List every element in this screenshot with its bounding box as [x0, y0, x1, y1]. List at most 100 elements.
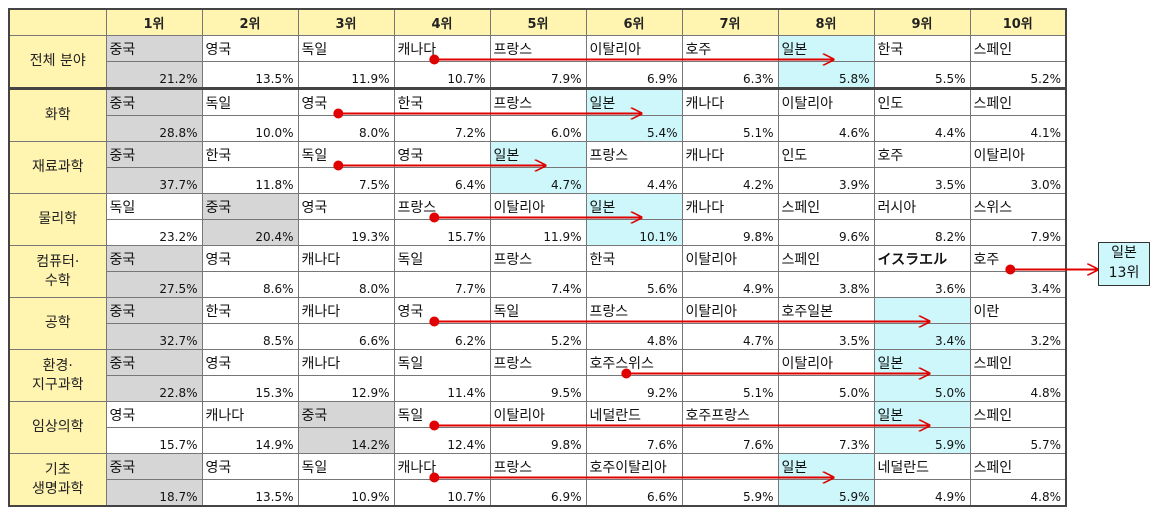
country-cell: 일본	[873, 349, 971, 376]
country-cell: 네덜란드	[585, 401, 683, 428]
country-row: 전체 분야 중국 영국 독일 캐나다 프랑스 이탈리아 호주 일본 한국 스페인	[8, 35, 1067, 89]
country-cell	[681, 453, 779, 480]
value-row: 21.2% 13.5% 11.9% 10.7% 7.9% 6.9% 6.3% 5.8% 5.5%…	[9, 61, 1067, 89]
country-cell: 프랑스	[489, 245, 587, 272]
value-cell: 4.2%	[681, 167, 779, 194]
country-cell: 프랑스	[489, 453, 587, 480]
value-cell: 13.5%	[201, 61, 299, 89]
country-cell: 스페인	[777, 193, 875, 220]
value-cell: 9.8%	[681, 219, 779, 246]
value-cell: 7.5%	[297, 167, 395, 194]
country-cell: 캐나다	[297, 245, 395, 272]
value-cell: 22.8%	[105, 375, 203, 402]
value-cell: 9.6%	[777, 219, 875, 246]
value-cell: 7.4%	[489, 271, 587, 298]
country-cell: 이탈리아	[585, 35, 683, 62]
country-cell: 호주	[969, 245, 1067, 272]
value-cell: 13.5%	[201, 479, 299, 507]
country-cell: 스위스	[969, 193, 1067, 220]
country-cell: 독일	[297, 141, 395, 168]
rank-header-9: 9위	[873, 8, 971, 36]
value-cell: 14.2%	[297, 427, 395, 454]
value-cell: 27.5%	[105, 271, 203, 298]
value-cell: 10.9%	[297, 479, 395, 507]
value-cell: 23.2%	[105, 219, 203, 246]
country-cell: 프랑스	[393, 193, 491, 220]
country-cell: 중국	[105, 245, 203, 272]
value-cell: 10.7%	[393, 479, 491, 507]
country-cell: 중국	[105, 141, 203, 168]
country-cell: 호주	[681, 35, 779, 62]
country-cell: 캐나다	[201, 401, 299, 428]
country-cell: 영국	[201, 349, 299, 376]
country-cell: 중국	[105, 297, 203, 324]
value-cell: 32.7%	[105, 323, 203, 350]
value-cell: 5.9%	[777, 479, 875, 507]
country-cell: 중국	[105, 453, 203, 480]
value-cell: 4.6%	[777, 115, 875, 142]
country-cell: 호주프랑스	[681, 401, 779, 428]
value-cell: 10.0%	[201, 115, 299, 142]
country-cell: 중국	[105, 87, 203, 116]
value-cell: 18.7%	[105, 479, 203, 507]
country-cell: 중국	[201, 193, 299, 220]
value-cell: 37.7%	[105, 167, 203, 194]
value-cell: 4.7%	[489, 167, 587, 194]
country-cell: 일본	[777, 453, 875, 480]
value-cell: 3.5%	[777, 323, 875, 350]
country-cell: 영국	[201, 245, 299, 272]
country-cell: 이탈리아	[681, 245, 779, 272]
value-cell: 4.9%	[873, 479, 971, 507]
value-cell: 5.7%	[969, 427, 1067, 454]
value-cell: 5.2%	[969, 61, 1067, 89]
value-cell: 3.8%	[777, 271, 875, 298]
value-cell: 7.9%	[489, 61, 587, 89]
country-cell: 호주일본	[777, 297, 875, 324]
value-cell: 3.0%	[969, 167, 1067, 194]
note-rank: 13위	[1108, 265, 1140, 281]
value-cell: 4.8%	[585, 323, 683, 350]
value-cell: 5.2%	[489, 323, 587, 350]
country-cell: 스페인	[777, 245, 875, 272]
rank-header-10: 10위	[969, 8, 1067, 36]
value-cell: 20.4%	[201, 219, 299, 246]
value-cell: 5.9%	[873, 427, 971, 454]
value-cell: 21.2%	[105, 61, 203, 89]
country-cell: 이탈리아	[969, 141, 1067, 168]
value-row: 22.8% 15.3% 12.9% 11.4% 9.5% 9.2% 5.1% 5.0% 5.0%…	[9, 375, 1067, 402]
country-cell: 이탈리아	[777, 349, 875, 376]
country-cell: 중국	[105, 35, 203, 62]
country-cell: 일본	[873, 401, 971, 428]
value-cell: 7.6%	[681, 427, 779, 454]
country-cell: 한국	[585, 245, 683, 272]
country-row: 임상의학 영국 캐나다 중국 독일 이탈리아 네덜란드 호주프랑스 일본 스페인	[8, 401, 1067, 454]
country-cell: 스페인	[969, 87, 1067, 116]
country-cell: 영국	[201, 453, 299, 480]
country-cell: 캐나다	[393, 35, 491, 62]
country-cell: 영국	[105, 401, 203, 428]
value-cell: 4.8%	[969, 479, 1067, 507]
value-cell: 6.9%	[489, 479, 587, 507]
rank-header-2: 2위	[201, 8, 299, 36]
corner-cell	[8, 8, 107, 36]
country-cell: 중국	[297, 401, 395, 428]
country-cell: 일본	[585, 193, 683, 220]
field-label: 임상의학	[8, 401, 107, 454]
value-cell: 8.5%	[201, 323, 299, 350]
country-cell: 이탈리아	[489, 401, 587, 428]
country-cell: 인도	[873, 87, 971, 116]
value-cell: 6.3%	[681, 61, 779, 89]
country-cell	[777, 401, 875, 428]
field-label: 환경· 지구과학	[8, 349, 107, 402]
field-label: 화학	[8, 87, 107, 142]
country-cell: 독일	[393, 401, 491, 428]
country-cell: 이탈리아	[681, 297, 779, 324]
value-cell: 11.9%	[297, 61, 395, 89]
value-cell: 6.6%	[585, 479, 683, 507]
value-cell: 12.9%	[297, 375, 395, 402]
value-cell: 4.9%	[681, 271, 779, 298]
value-row: 23.2% 20.4% 19.3% 15.7% 11.9% 10.1% 9.8% 9.6% 8.…	[9, 219, 1067, 246]
value-cell: 5.8%	[777, 61, 875, 89]
value-cell: 7.9%	[969, 219, 1067, 246]
value-cell: 3.4%	[873, 323, 971, 350]
